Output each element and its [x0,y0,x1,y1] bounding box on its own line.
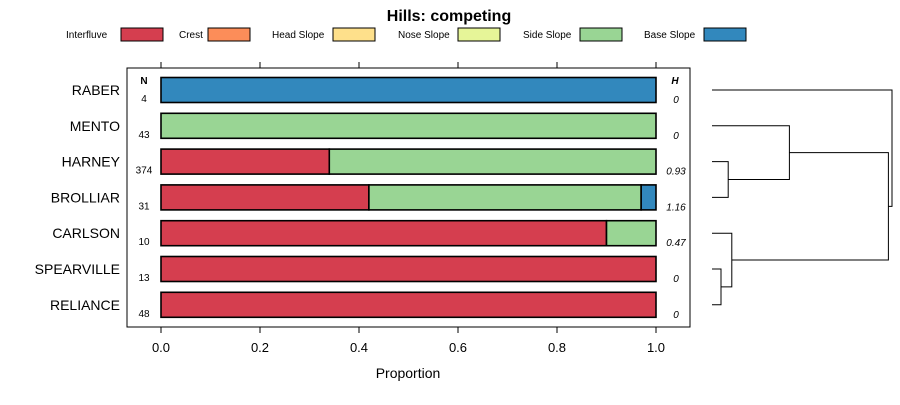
legend-label: Side Slope [523,30,572,41]
legend-swatch [332,27,376,42]
row-label: RELIANCE [50,297,120,313]
dendrogram [712,89,893,306]
n-header: N [140,76,147,87]
h-value: 0 [673,310,679,321]
row-label: SPEARVILLE [35,261,120,277]
bar-segment-interfluve [160,184,370,211]
bar-segment-side-slope [160,112,657,140]
row-label: MENTO [70,118,120,134]
bar-row: RABER 4 0 [72,76,679,106]
dendrogram-branch [712,268,722,306]
h-value: 0 [673,95,679,106]
bar-segment-base-slope [640,184,657,211]
n-value: 10 [138,237,150,248]
chart-title: Hills: competing [387,8,511,25]
n-value: 43 [138,130,150,141]
legend-label: Interfluve [66,30,108,41]
x-axis-label: Proportion [376,365,441,381]
n-value: 48 [138,309,150,320]
legend-label: Crest [179,30,203,41]
dendrogram-branch [712,125,790,180]
bar-segment-side-slope [368,184,642,211]
legend-label: Base Slope [644,30,696,41]
dendrogram-branch [712,232,733,288]
bar-row: RELIANCE 48 0 [50,291,679,321]
x-tick-label: 0.8 [548,340,566,355]
bar-segment-side-slope [328,148,657,175]
bar-segment-interfluve [160,255,657,283]
h-value: 0.93 [666,167,686,178]
legend-swatch [120,27,164,42]
legend-swatch [579,27,623,42]
dendrogram-branch [712,89,893,207]
x-axis: 0.0 0.2 0.4 0.6 0.8 1.0 [152,62,665,355]
legend-label: Head Slope [272,30,325,41]
row-label: CARLSON [52,225,120,241]
legend-swatch [703,27,747,42]
bar-row: SPEARVILLE 13 0 [35,255,679,285]
x-tick-label: 1.0 [647,340,665,355]
x-tick-label: 0.2 [251,340,269,355]
legend-swatch [207,27,251,42]
bar-row: HARNEY 374 0.93 [62,148,686,178]
x-tick-label: 0.6 [449,340,467,355]
bar-segment-interfluve [160,148,331,175]
legend-swatch [457,27,501,42]
h-value: 0.47 [666,238,686,249]
h-value: 1.16 [666,202,686,213]
n-value: 374 [136,166,153,177]
plot-frame [126,67,691,328]
h-value: 0 [673,274,679,285]
bar-segment-interfluve [160,291,657,319]
h-header: H [671,76,679,87]
bar-segment-interfluve [160,219,608,247]
n-value: 4 [141,94,147,105]
x-tick-label: 0.0 [152,340,170,355]
bar-row: BROLLIAR 31 1.16 [51,184,686,213]
row-label: RABER [72,82,120,98]
legend: Interfluve Crest Head Slope Nose Slope Side … [66,27,747,42]
h-value: 0 [673,131,679,142]
row-label: BROLLIAR [51,189,120,205]
bar-rows: RABER 4 0 MENTO 43 0 HARNEY 374 0.93 BROLLIAR 31 1.… [35,76,686,321]
row-label: HARNEY [62,154,121,170]
dendrogram-branch [712,161,729,198]
bar-row: CARLSON 10 0.47 [52,219,686,249]
dendrogram-branch [731,152,889,261]
n-value: 13 [138,273,150,284]
n-value: 31 [138,201,150,212]
bar-segment-base-slope [160,76,657,104]
x-tick-label: 0.4 [350,340,368,355]
bar-row: MENTO 43 0 [70,112,679,142]
bar-segment-side-slope [605,219,657,247]
legend-label: Nose Slope [398,30,450,41]
